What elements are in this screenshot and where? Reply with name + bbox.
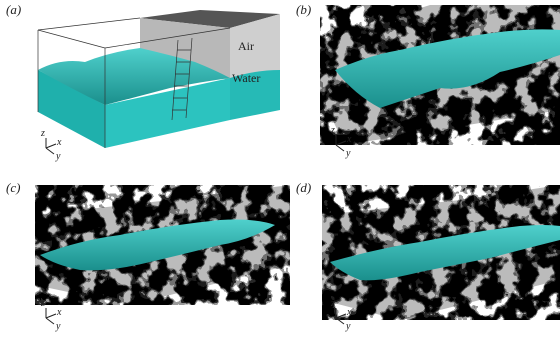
panel-label: (c): [6, 180, 20, 195]
axis-glyph: z x y: [40, 298, 62, 332]
panel-d: (d) z x y: [296, 180, 560, 332]
panel-c: (c) z x y: [6, 180, 290, 332]
axis-label: x: [346, 307, 352, 318]
annotation: Air: [238, 39, 254, 53]
axis-label: z: [330, 298, 335, 309]
axis-label: y: [55, 321, 61, 332]
panel-label: (d): [296, 180, 311, 195]
axis-label: x: [56, 307, 62, 318]
axis-label: y: [345, 321, 351, 332]
panel-label: (b): [296, 2, 311, 17]
axis-label: z: [40, 128, 45, 139]
axis-label: z: [40, 298, 45, 309]
axis-label: y: [55, 151, 61, 162]
axis-label: z: [330, 125, 335, 136]
axis-label: y: [345, 148, 351, 159]
axis-label: x: [346, 134, 352, 145]
panel-label: (a): [6, 2, 21, 17]
panel-a: (a) Air Water z x y: [6, 2, 280, 162]
panel-b: (b) z x y: [296, 2, 560, 159]
figure: (a) Air Water z x y (b) z x: [0, 0, 560, 338]
axis-label: x: [56, 137, 62, 148]
annotation: Water: [232, 71, 260, 85]
axis-glyph: z x y: [40, 128, 62, 162]
